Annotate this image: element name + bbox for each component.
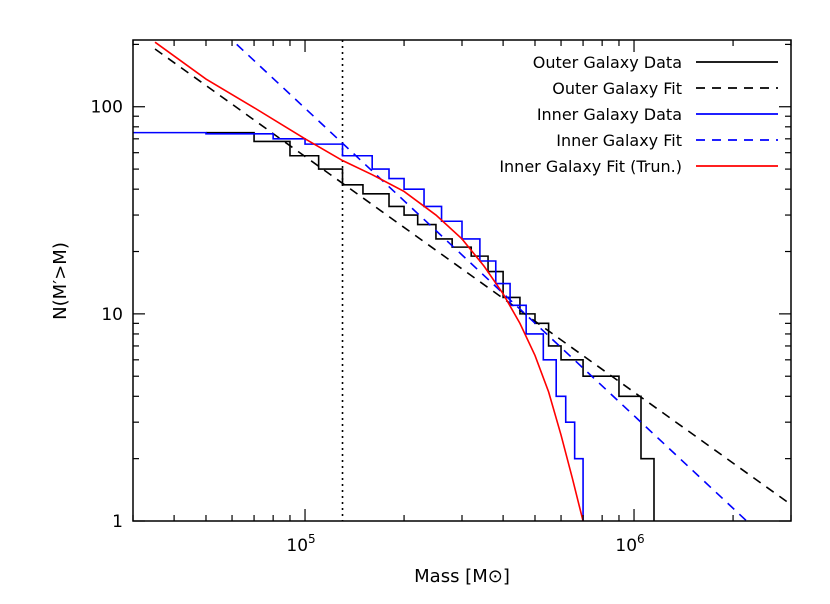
x-tick-label: 105: [286, 532, 315, 556]
y-tick-label: 10: [101, 305, 123, 325]
legend-label: Inner Galaxy Fit: [556, 131, 682, 150]
axis-ticks: 105 106 1 10 100: [91, 40, 792, 556]
plot-area-border: [132, 39, 792, 522]
legend-label: Inner Galaxy Fit (Trun.): [499, 157, 682, 176]
legend-entry: Inner Galaxy Data: [537, 105, 778, 124]
x-axis-label: Mass [M⊙]: [414, 566, 510, 587]
legend-label: Outer Galaxy Data: [533, 53, 682, 72]
legend-entry: Inner Galaxy Fit: [556, 131, 778, 150]
legend: Outer Galaxy Data Outer Galaxy Fit Inner G…: [499, 53, 778, 176]
y-tick-label: 100: [91, 98, 123, 118]
series-outer-galaxy-data: [205, 131, 655, 521]
plot-frame: [132, 39, 792, 522]
series-inner-galaxy-data: [133, 131, 584, 521]
series-inner-galaxy-fit: [236, 43, 748, 521]
legend-label: Inner Galaxy Data: [537, 105, 682, 124]
legend-label: Outer Galaxy Fit: [552, 79, 682, 98]
x-tick-label: 106: [615, 532, 644, 556]
y-axis-label: N(M′>M): [50, 242, 71, 320]
series-inner-galaxy-fit-trun: [154, 41, 584, 521]
series-outer-galaxy-fit: [154, 48, 791, 506]
legend-entry: Outer Galaxy Data: [533, 53, 778, 72]
series-layer: [133, 40, 791, 521]
legend-entry: Inner Galaxy Fit (Trun.): [499, 157, 778, 176]
y-tick-label: 1: [112, 512, 123, 532]
legend-entry: Outer Galaxy Fit: [552, 79, 778, 98]
